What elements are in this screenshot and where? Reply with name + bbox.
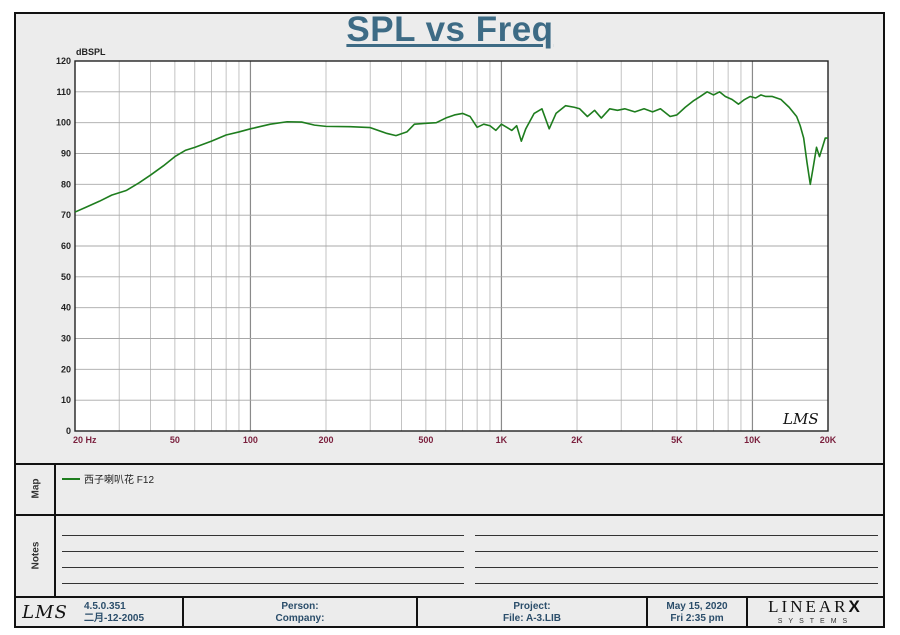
x-tick-label: 100 (243, 435, 258, 445)
footer-logo-cell: LMS (14, 597, 76, 628)
legend-label: 西子喇叭花 F12 (84, 475, 155, 486)
x-tick-label: 500 (418, 435, 433, 445)
x-tick-label: 2K (571, 435, 583, 445)
footer-project-cell: Project: File: A-3.LIB (418, 597, 646, 628)
plot-frame (74, 60, 829, 432)
chart-grid (75, 61, 828, 431)
footer-divider-4 (746, 597, 748, 628)
x-tick-label: 200 (318, 435, 333, 445)
linearx-systems-text: SYSTEMS (777, 618, 854, 625)
notes-ruled-line (62, 551, 464, 552)
y-tick-label: 90 (61, 149, 71, 159)
footer-date: May 15, 2020 (666, 601, 728, 612)
map-band-top-border (14, 463, 885, 465)
footer-top-border (14, 596, 885, 598)
version-number: 4.5.0.351 (84, 601, 126, 612)
y-tick-label: 120 (56, 56, 71, 66)
footer-person-cell: Person: Company: (184, 597, 416, 628)
notes-ruled-line (475, 567, 878, 568)
company-label: Company: (275, 613, 325, 624)
footer-time: Fri 2:35 pm (670, 613, 724, 624)
y-tick-label: 110 (56, 87, 71, 97)
chart-axes: 0 10 20 30 40 50 60 70 80 90 100 110 120 20 Hz 50 100 20… (56, 56, 837, 445)
notes-ruled-line (475, 583, 878, 584)
linearx-logo: LINEARX (748, 598, 883, 617)
notes-ruled-line (475, 551, 878, 552)
chart-series (74, 91, 828, 213)
lms-logo: LMS (22, 602, 68, 623)
y-tick-label: 100 (56, 118, 71, 128)
footer-divider-3 (646, 597, 648, 628)
map-band-label: Map (30, 478, 42, 499)
y-tick-label: 40 (61, 303, 71, 313)
project-label: Project: (513, 601, 551, 612)
x-tick-label: 10K (744, 435, 761, 445)
legend-swatch (62, 477, 80, 480)
file-label: File: A-3.LIB (503, 613, 561, 624)
x-tick-label: 1K (496, 435, 508, 445)
linearx-wordmark: LINEAR (768, 597, 849, 616)
notes-ruled-line (475, 535, 878, 536)
footer-divider-2 (416, 597, 418, 628)
notes-ruled-line (62, 567, 464, 568)
notes-ruled-line (62, 583, 464, 584)
y-tick-label: 30 (61, 334, 71, 344)
notes-ruled-line (62, 535, 464, 536)
footer-divider-1 (182, 597, 184, 628)
y-axis-label: dBSPL (76, 47, 106, 57)
footer-brand-cell: LINEARX SYSTEMS (748, 597, 883, 628)
x-tick-label: 20K (820, 435, 837, 445)
y-tick-label: 10 (61, 395, 71, 405)
footer-date-cell: May 15, 2020 Fri 2:35 pm (648, 597, 746, 628)
person-label: Person: (281, 601, 319, 612)
linearx-x-mark: X (848, 597, 863, 616)
notes-band-label: Notes (30, 541, 42, 570)
x-tick-label: 20 Hz (73, 435, 97, 445)
version-date: 二月-12-2005 (84, 613, 145, 624)
legend-entry: 西子喇叭花 F12 (62, 471, 154, 486)
x-tick-label: 50 (170, 435, 180, 445)
footer-version-cell: 4.5.0.351 二月-12-2005 (76, 597, 182, 628)
y-tick-label: 70 (61, 210, 71, 220)
chart-watermark-logo: LMS (782, 410, 819, 428)
spl-series-line (74, 91, 828, 213)
x-tick-label: 5K (671, 435, 683, 445)
y-tick-label: 80 (61, 179, 71, 189)
map-band-divider (54, 464, 56, 514)
y-tick-label: 60 (61, 241, 71, 251)
notes-band-top-border (14, 514, 885, 516)
notes-band-divider (54, 515, 56, 596)
y-tick-label: 50 (61, 272, 71, 282)
chart-title: SPL vs Freq (346, 10, 554, 49)
y-tick-label: 20 (61, 364, 71, 374)
y-tick-label: 0 (66, 426, 71, 436)
